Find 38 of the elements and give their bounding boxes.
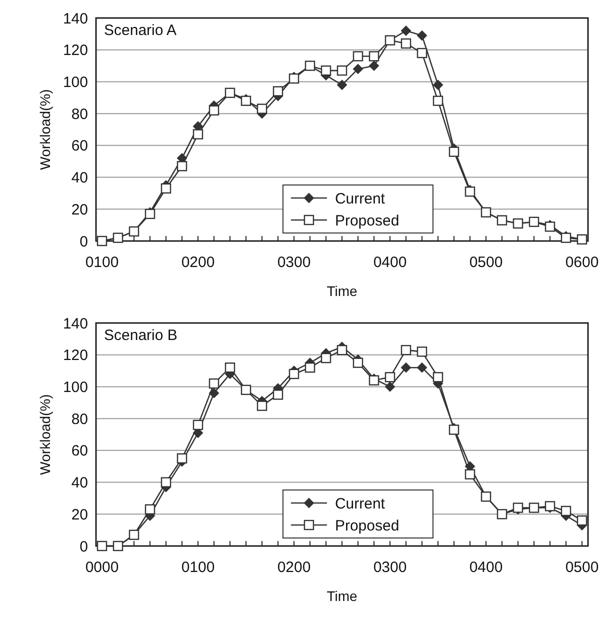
legend-label: Proposed — [334, 212, 400, 230]
x-tick-label: 0500 — [469, 254, 503, 271]
chart-title: Scenario A — [104, 22, 177, 39]
x-tick-label: 0000 — [85, 559, 119, 576]
x-tick-label: 0400 — [469, 559, 503, 576]
y-tick-label: 0 — [80, 538, 88, 556]
y-tick-label: 140 — [62, 10, 88, 28]
x-tick-label: 0600 — [565, 254, 599, 271]
y-tick-label: 0 — [80, 233, 88, 250]
y-axis-title: Workload(%) — [37, 394, 53, 475]
x-tick-label: 0200 — [181, 254, 215, 271]
legend-label: Current — [334, 190, 386, 208]
y-tick-label: 100 — [62, 378, 88, 396]
y-tick-label: 20 — [71, 201, 88, 218]
legend-label: Proposed — [334, 517, 400, 534]
x-tick-label: 0500 — [565, 559, 599, 576]
y-tick-label: 40 — [71, 170, 88, 187]
x-tick-label: 0300 — [373, 559, 407, 576]
y-tick-label: 120 — [62, 42, 88, 60]
chart-title: Scenario B — [104, 327, 178, 344]
y-tick-label: 80 — [71, 410, 88, 428]
y-tick-label: 100 — [62, 74, 88, 91]
x-tick-label: 0100 — [181, 559, 215, 576]
y-tick-label: 140 — [62, 315, 88, 332]
y-tick-label: 40 — [71, 474, 88, 492]
y-tick-label: 60 — [71, 138, 88, 155]
x-axis-title: Time — [326, 588, 358, 604]
y-tick-label: 20 — [71, 506, 88, 524]
y-tick-label: 80 — [71, 106, 88, 123]
x-tick-label: 0200 — [277, 559, 311, 576]
x-axis-title: Time — [326, 283, 358, 299]
legend-label: Current — [334, 495, 386, 512]
x-tick-label: 0400 — [373, 254, 407, 271]
x-tick-label: 0300 — [277, 254, 311, 271]
y-tick-label: 60 — [71, 442, 88, 460]
y-axis-title: Workload(%) — [37, 89, 53, 170]
x-tick-label: 0100 — [85, 254, 119, 271]
y-tick-label: 120 — [62, 347, 88, 364]
